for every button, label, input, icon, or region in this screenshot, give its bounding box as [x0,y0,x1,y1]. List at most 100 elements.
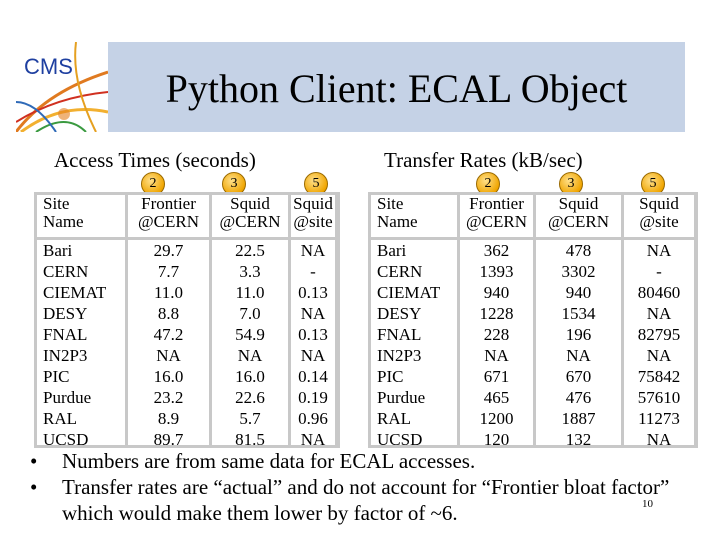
column-header-line: Squid [230,195,270,213]
site-name-cell: UCSD [43,430,89,445]
table-cell: 16.0 [235,367,265,386]
table-cell: 16.0 [153,367,184,386]
cms-logo: CMS [16,42,108,132]
table-cell: 1228 [479,304,514,323]
table-cell: - [310,262,316,281]
value-column-cells: 478 3302 940 1534 196 NA 670 476 1887 132 [536,240,621,445]
table-cell: 1887 [561,409,596,428]
table-cell: 7.0 [239,304,261,323]
site-name-cell: Purdue [43,388,92,407]
table-cell: 940 [565,283,592,302]
table-cell: 89.7 [153,430,184,445]
site-name-cell: FNAL [43,325,88,344]
column-header-line: Site [43,195,70,213]
column-header: Site Name [371,195,457,237]
column-header-line: Squid [558,195,599,213]
bullet-marker: • [30,475,38,499]
value-column-cells: NA - 80460 NA 82795 NA 75842 57610 11273 NA [624,240,694,445]
site-name-cell: DESY [377,304,422,323]
column-header: Squid @CERN [536,195,621,237]
column-header-line: Name [43,212,84,231]
site-name-cell: PIC [43,367,70,386]
table-cell: 23.2 [153,388,184,407]
table-cell: 1200 [479,409,514,428]
bullet-item: • Numbers are from same data for ECAL ac… [30,448,700,474]
column-header-line: Name [377,212,418,231]
table-cell: 476 [565,388,592,407]
site-name-cell: PIC [377,367,404,386]
column-header: Frontier @CERN [128,195,209,237]
column-header-line: @site [639,212,679,231]
site-name-cell: UCSD [377,430,423,445]
table-cell: 11.0 [235,283,265,302]
site-name-cell: IN2P3 [43,346,88,365]
table-cell: 0.14 [298,367,328,386]
table-cell: 0.13 [298,283,328,302]
site-name-cell: FNAL [377,325,422,344]
table-cell: 196 [565,325,592,344]
column-header-line: @site [293,212,333,231]
column-header-line: Site [377,195,404,213]
column-header-line: @CERN [138,212,199,231]
table-cell: 81.5 [235,430,265,445]
page-number: 10 [642,498,653,510]
table-cell: NA [300,430,326,445]
table-cell: NA [237,346,263,365]
table-cell: 22.5 [235,241,265,260]
table-cell: NA [300,346,326,365]
bullet-text: Transfer rates are “actual” and do not a… [62,475,670,525]
column-header-line: Frontier [141,195,196,213]
table-cell: 670 [565,367,592,386]
site-name-cell: DESY [43,304,88,323]
value-column-cells: 362 1393 940 1228 228 NA 671 465 1200 120 [460,240,533,445]
column-header: Squid @site [291,195,335,237]
table-cell: 940 [483,283,510,302]
table-cell: 120 [483,430,510,445]
column-header: Site Name [37,195,125,237]
table-cell: NA [300,304,326,323]
site-column-cells: Bari CERN CIEMAT DESY FNAL IN2P3 PIC Purdue RAL U… [371,240,457,445]
table-cell: 132 [565,430,592,445]
site-name-cell: RAL [43,409,77,428]
table-cell: 75842 [637,367,681,386]
column-header-line: @CERN [548,212,609,231]
table-cell: NA [646,430,672,445]
table-cell: 5.7 [239,409,261,428]
title-banner [108,42,685,132]
table-cell: 362 [483,241,510,260]
site-name-cell: IN2P3 [377,346,422,365]
logo-text: CMS [24,54,73,79]
table-cell: 465 [483,388,510,407]
table-cell: NA [646,241,672,260]
table-cell: NA [646,346,672,365]
site-name-cell: Bari [377,241,407,260]
access-times-table: Site Name Frontier @CERN Squid @CERN Squid @sit… [34,192,340,448]
column-header: Squid @CERN [212,195,288,237]
table-cell: 11.0 [153,283,184,302]
site-name-cell: Purdue [377,388,426,407]
table-cell: NA [484,346,509,365]
table-cell: 11273 [638,409,680,428]
table-cell: 228 [483,325,510,344]
table-cell: 80460 [637,283,681,302]
table-cell: 3.3 [239,262,261,281]
table-cell: 8.8 [157,304,180,323]
site-name-cell: CERN [377,262,423,281]
value-column-cells: 22.5 3.3 11.0 7.0 54.9 NA 16.0 22.6 5.7 81.5 [212,240,288,445]
table-cell: 0.13 [298,325,328,344]
site-name-cell: RAL [377,409,411,428]
site-name-cell: CIEMAT [377,283,441,302]
table-cell: 54.9 [235,325,265,344]
table-cell: 8.9 [157,409,180,428]
table-cell: 3302 [561,262,596,281]
site-name-cell: CIEMAT [43,283,107,302]
table-cell: 1393 [479,262,514,281]
value-column-cells: 29.7 7.7 11.0 8.8 47.2 NA 16.0 23.2 8.9 89.7 [128,240,209,445]
table-cell: NA [300,241,326,260]
table-cell: 0.96 [298,409,328,428]
table-cell: 478 [565,241,592,260]
site-name-cell: CERN [43,262,89,281]
column-header: Squid @site [624,195,694,237]
table-cell: NA [156,346,181,365]
slide-title: Python Client: ECAL Object [165,66,628,111]
